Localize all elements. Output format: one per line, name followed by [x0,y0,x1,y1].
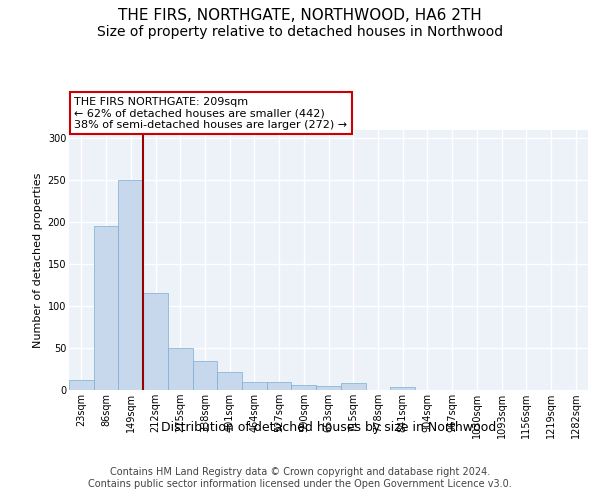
Text: THE FIRS NORTHGATE: 209sqm
← 62% of detached houses are smaller (442)
38% of sem: THE FIRS NORTHGATE: 209sqm ← 62% of deta… [74,97,347,130]
Bar [193,360,217,390]
Bar [242,382,267,390]
Text: THE FIRS, NORTHGATE, NORTHWOOD, HA6 2TH: THE FIRS, NORTHGATE, NORTHWOOD, HA6 2TH [118,8,482,22]
Bar [143,292,168,390]
Bar [118,180,143,390]
Bar [217,372,242,390]
Y-axis label: Number of detached properties: Number of detached properties [34,172,43,348]
Bar [341,384,365,390]
Bar [168,348,193,390]
Bar [316,386,341,390]
Bar [292,385,316,390]
Text: Contains HM Land Registry data © Crown copyright and database right 2024.
Contai: Contains HM Land Registry data © Crown c… [88,468,512,489]
Bar [69,380,94,390]
Text: Size of property relative to detached houses in Northwood: Size of property relative to detached ho… [97,25,503,39]
Bar [390,388,415,390]
Text: Distribution of detached houses by size in Northwood: Distribution of detached houses by size … [161,421,496,434]
Bar [94,226,118,390]
Bar [267,382,292,390]
